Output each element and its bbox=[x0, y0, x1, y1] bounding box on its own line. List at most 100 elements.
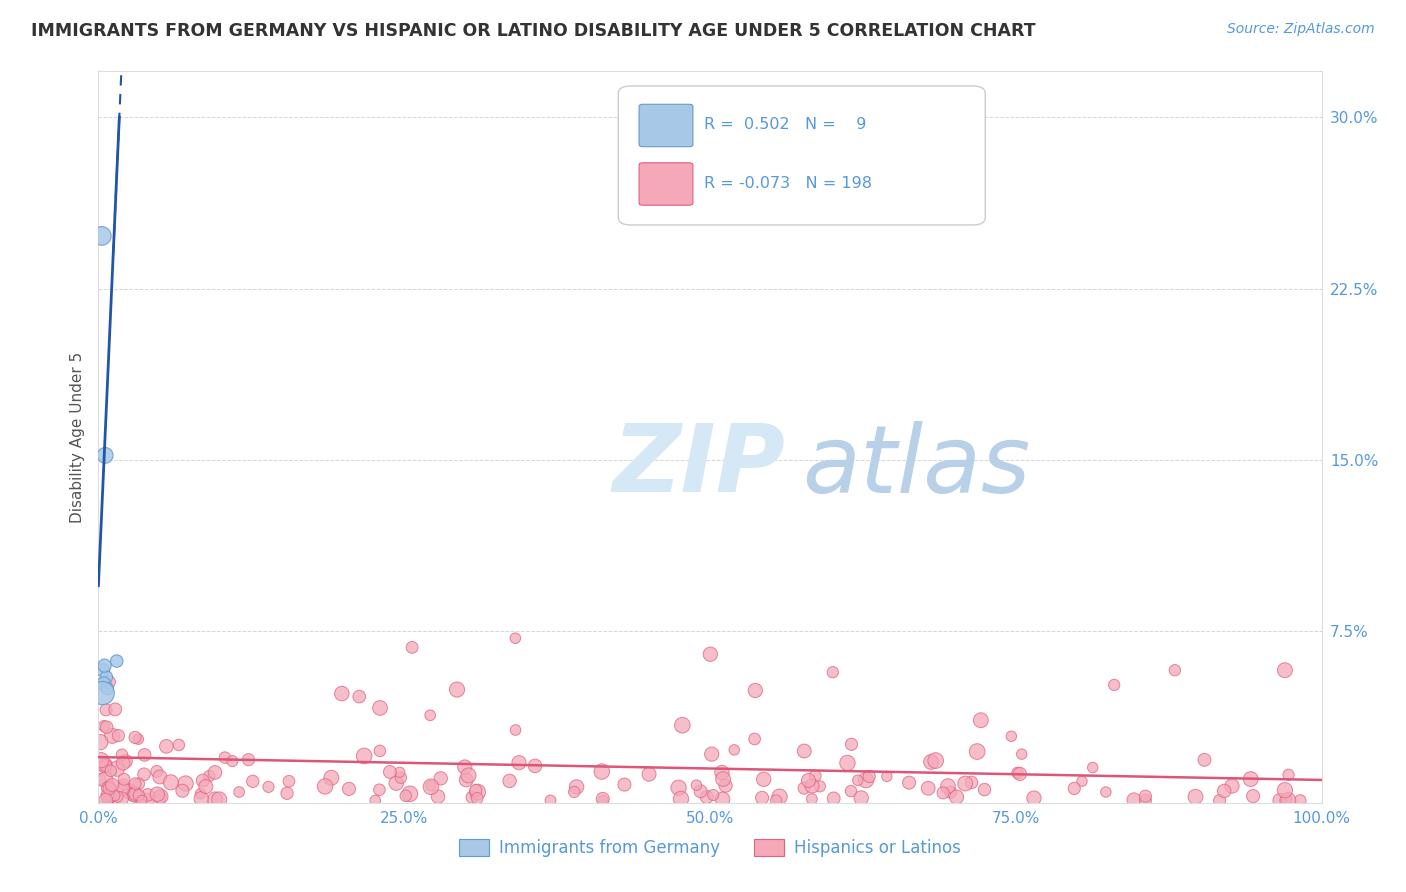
Point bbox=[689, 784, 711, 798]
Point bbox=[160, 775, 183, 789]
FancyBboxPatch shape bbox=[640, 163, 693, 205]
Point bbox=[1241, 789, 1264, 804]
Point bbox=[823, 791, 845, 805]
Point bbox=[204, 765, 226, 780]
Point bbox=[855, 773, 877, 788]
Point bbox=[1164, 663, 1187, 677]
Point bbox=[111, 791, 134, 805]
Point bbox=[190, 787, 212, 801]
Point bbox=[131, 793, 153, 807]
Point bbox=[278, 774, 301, 789]
Point bbox=[699, 647, 721, 661]
Point bbox=[93, 719, 115, 733]
Point bbox=[149, 790, 172, 805]
Point bbox=[378, 764, 401, 779]
Point bbox=[107, 729, 129, 743]
Point bbox=[90, 753, 112, 767]
Point bbox=[122, 787, 145, 801]
Point bbox=[714, 779, 737, 793]
Point bbox=[314, 780, 336, 794]
Point bbox=[744, 731, 766, 746]
Point bbox=[851, 791, 873, 805]
Point bbox=[364, 793, 387, 807]
Point bbox=[94, 793, 117, 807]
Point bbox=[1194, 753, 1216, 767]
Point bbox=[94, 758, 117, 772]
Point bbox=[401, 640, 423, 655]
Point bbox=[368, 782, 391, 797]
Point bbox=[146, 764, 169, 779]
Point bbox=[1274, 783, 1296, 797]
Point bbox=[120, 784, 142, 798]
Point bbox=[420, 780, 443, 794]
Point bbox=[936, 779, 959, 793]
Point bbox=[1135, 793, 1157, 807]
Point bbox=[337, 781, 360, 796]
Point bbox=[876, 769, 898, 783]
Point bbox=[800, 792, 823, 806]
Point bbox=[638, 767, 661, 781]
Point bbox=[389, 771, 412, 785]
Point bbox=[945, 789, 967, 804]
Point bbox=[89, 772, 111, 787]
Point bbox=[1071, 774, 1094, 789]
Point bbox=[194, 780, 217, 794]
Point bbox=[1011, 747, 1033, 761]
Point bbox=[1277, 793, 1299, 807]
Point bbox=[1184, 789, 1206, 804]
Point bbox=[1123, 793, 1146, 807]
Text: IMMIGRANTS FROM GERMANY VS HISPANIC OR LATINO DISABILITY AGE UNDER 5 CORRELATION: IMMIGRANTS FROM GERMANY VS HISPANIC OR L… bbox=[31, 22, 1036, 40]
Point bbox=[669, 792, 692, 806]
Point bbox=[932, 786, 955, 800]
Point bbox=[368, 744, 391, 758]
Point bbox=[112, 777, 135, 791]
Point bbox=[134, 747, 156, 762]
Point bbox=[858, 770, 880, 784]
Point bbox=[1000, 729, 1022, 743]
Point bbox=[1274, 663, 1296, 677]
Point bbox=[104, 789, 127, 803]
Point bbox=[98, 780, 121, 794]
Point bbox=[505, 632, 527, 646]
Point bbox=[540, 793, 562, 807]
Point bbox=[702, 788, 724, 802]
Point bbox=[101, 778, 124, 792]
Point bbox=[454, 760, 477, 774]
Point bbox=[112, 772, 135, 787]
Point bbox=[562, 785, 585, 799]
Point bbox=[94, 772, 117, 787]
Point bbox=[768, 789, 790, 804]
Point bbox=[136, 788, 159, 802]
Point bbox=[97, 793, 120, 807]
Point bbox=[420, 779, 443, 793]
Point bbox=[347, 690, 370, 704]
Point bbox=[208, 792, 231, 806]
Point bbox=[111, 747, 134, 762]
Point bbox=[846, 773, 869, 788]
Point bbox=[257, 780, 280, 794]
Point bbox=[124, 785, 146, 799]
Point bbox=[395, 789, 418, 803]
Point bbox=[97, 789, 120, 804]
Point bbox=[96, 720, 118, 734]
Point bbox=[132, 767, 155, 781]
Point bbox=[98, 781, 121, 796]
Point bbox=[592, 793, 614, 807]
Point bbox=[1007, 765, 1029, 780]
Point bbox=[98, 781, 121, 796]
Point bbox=[104, 702, 127, 716]
Point bbox=[330, 687, 353, 701]
Text: atlas: atlas bbox=[801, 421, 1031, 512]
Point bbox=[498, 773, 520, 788]
Point bbox=[841, 737, 863, 751]
Text: R = -0.073   N = 198: R = -0.073 N = 198 bbox=[704, 176, 872, 191]
Point bbox=[461, 790, 484, 805]
Point bbox=[242, 774, 264, 789]
Point bbox=[671, 718, 693, 732]
Point bbox=[174, 776, 197, 790]
Point bbox=[353, 749, 375, 764]
Point bbox=[228, 785, 250, 799]
Point bbox=[427, 789, 450, 804]
Point bbox=[399, 787, 422, 801]
Point bbox=[96, 681, 118, 696]
